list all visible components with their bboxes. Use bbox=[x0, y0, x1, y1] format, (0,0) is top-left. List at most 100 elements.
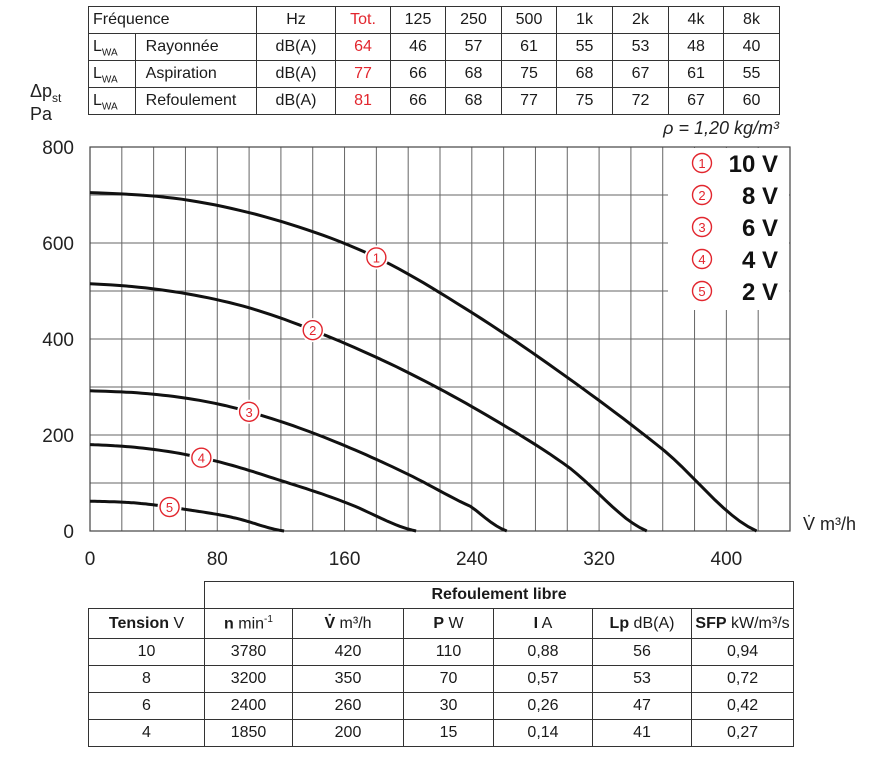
perf-header-unit: dB(A) bbox=[629, 614, 675, 632]
curve-10v bbox=[89, 191, 758, 533]
perf-header-name: Lp bbox=[609, 614, 630, 632]
perf-header-cell: V̇ m³/h bbox=[292, 608, 404, 639]
sound-row-name: Aspiration bbox=[145, 65, 217, 83]
freq-125: 125 bbox=[390, 6, 446, 34]
perf-cell: 0,14 bbox=[493, 719, 593, 747]
legend-marker-ring bbox=[691, 152, 713, 174]
marker-ring bbox=[191, 447, 212, 468]
perf-group-row: Refoulement libre bbox=[88, 581, 795, 609]
x-tick-label: 80 bbox=[207, 549, 228, 570]
perf-cell: 0,26 bbox=[493, 692, 593, 720]
perf-cell: 8 bbox=[88, 665, 205, 693]
perf-cell: 200 bbox=[292, 719, 404, 747]
freq-2k: 2k bbox=[612, 6, 669, 34]
total-cell: 64 bbox=[335, 33, 391, 61]
value-cell: 60 bbox=[723, 87, 780, 115]
marker-number: 1 bbox=[373, 250, 380, 265]
perf-row: 4 1850 200 15 0,14 41 0,27 bbox=[88, 719, 795, 747]
curve-marker-3: 3 bbox=[237, 399, 262, 424]
legend-label: 4 V bbox=[742, 247, 778, 274]
lwa-subscript: WA bbox=[101, 74, 118, 86]
perf-header-unit: kW/m³/s bbox=[726, 614, 790, 632]
value-cell: 67 bbox=[612, 60, 669, 88]
chart-curves: 1 2 3 4 5 bbox=[89, 191, 758, 533]
x-tick-label: 240 bbox=[456, 549, 488, 570]
value-cell: 68 bbox=[556, 60, 613, 88]
marker-background bbox=[157, 495, 182, 520]
lwa-symbol: L bbox=[93, 38, 102, 56]
sound-row-label: LWA Rayonnée bbox=[88, 33, 257, 61]
marker-ring bbox=[366, 247, 387, 268]
perf-cell: 1850 bbox=[204, 719, 293, 747]
perf-header-unit: m³/h bbox=[335, 614, 372, 632]
legend-label: 10 V bbox=[729, 151, 778, 178]
lwa-subscript: WA bbox=[101, 47, 118, 59]
y-axis-unit: Pa bbox=[30, 104, 53, 124]
lwa-symbol: L bbox=[93, 65, 102, 83]
value-cell: 46 bbox=[390, 33, 446, 61]
perf-cell: 0,72 bbox=[690, 665, 795, 693]
perf-corner bbox=[88, 581, 205, 609]
value-cell: 55 bbox=[723, 60, 780, 88]
sound-row-name: Rayonnée bbox=[145, 38, 219, 56]
perf-cell: 3780 bbox=[204, 638, 293, 666]
freq-8k: 8k bbox=[723, 6, 780, 34]
perf-header-name: P bbox=[433, 614, 445, 632]
legend-marker-number: 5 bbox=[698, 284, 705, 299]
perf-cell: 0,88 bbox=[493, 638, 593, 666]
perf-header-name: SFP bbox=[695, 614, 727, 632]
y-tick-label: 800 bbox=[42, 138, 74, 159]
marker-number: 2 bbox=[309, 323, 316, 338]
frequency-label: Fréquence bbox=[88, 6, 257, 34]
legend-marker-ring bbox=[691, 248, 713, 270]
marker-number: 4 bbox=[198, 451, 205, 466]
legend-item-4: 4 4 V bbox=[691, 247, 778, 274]
plot-frame bbox=[89, 146, 791, 532]
perf-header-unit: W bbox=[444, 614, 464, 632]
density-note: ρ = 1,20 kg/m³ bbox=[662, 118, 780, 138]
perf-header-cell: n min-1 bbox=[204, 608, 293, 639]
perf-cell: 6 bbox=[88, 692, 205, 720]
perf-cell: 4 bbox=[88, 719, 205, 747]
y-tick-label: 0 bbox=[63, 522, 74, 543]
curve-2v bbox=[89, 499, 285, 533]
value-cell: 53 bbox=[612, 33, 669, 61]
marker-background bbox=[300, 318, 325, 343]
curve-4v bbox=[89, 443, 417, 533]
chart-ticks: 0 80 160 240 320 400 0 200 400 600 800 bbox=[42, 138, 742, 570]
perf-cell: 0,27 bbox=[690, 719, 795, 747]
curve-marker-4: 4 bbox=[189, 445, 214, 470]
perf-cell: 260 bbox=[292, 692, 404, 720]
sound-row-label: LWA Aspiration bbox=[88, 60, 257, 88]
perf-row: 8 3200 350 70 0,57 53 0,72 bbox=[88, 665, 795, 693]
value-cell: 68 bbox=[445, 60, 502, 88]
sound-row-name: Refoulement bbox=[145, 92, 237, 110]
perf-row: 6 2400 260 30 0,26 47 0,42 bbox=[88, 692, 795, 720]
perf-cell: 47 bbox=[592, 692, 692, 720]
legend-marker-ring bbox=[691, 280, 713, 302]
sound-row-label: LWA Refoulement bbox=[88, 87, 257, 115]
x-tick-label: 400 bbox=[711, 549, 743, 570]
x-tick-label: 160 bbox=[329, 549, 361, 570]
lwa-subscript: WA bbox=[101, 101, 118, 113]
perf-cell: 420 bbox=[292, 638, 404, 666]
sound-row-refoulement: LWA Refoulement dB(A) 81 66 68 77 75 72 67 60 bbox=[88, 87, 780, 115]
marker-background bbox=[189, 445, 214, 470]
perf-cell: 56 bbox=[592, 638, 692, 666]
y-tick-label: 200 bbox=[42, 426, 74, 447]
perf-cell: 53 bbox=[592, 665, 692, 693]
x-axis-label: V̇ m³/h bbox=[803, 514, 856, 534]
value-cell: 67 bbox=[668, 87, 724, 115]
cell-divider bbox=[134, 61, 136, 87]
sound-power-table: Fréquence Hz Tot. 125 250 500 1k 2k 4k 8… bbox=[88, 6, 780, 115]
cell-divider bbox=[134, 88, 136, 114]
freq-1k: 1k bbox=[556, 6, 613, 34]
perf-cell: 70 bbox=[403, 665, 494, 693]
perf-cell: 41 bbox=[592, 719, 692, 747]
freq-4k: 4k bbox=[668, 6, 724, 34]
curve-marker-1: 1 bbox=[364, 245, 389, 270]
legend-item-2: 2 8 V bbox=[691, 183, 778, 210]
perf-cell: 0,57 bbox=[493, 665, 593, 693]
perf-header-unit: min bbox=[233, 615, 265, 633]
